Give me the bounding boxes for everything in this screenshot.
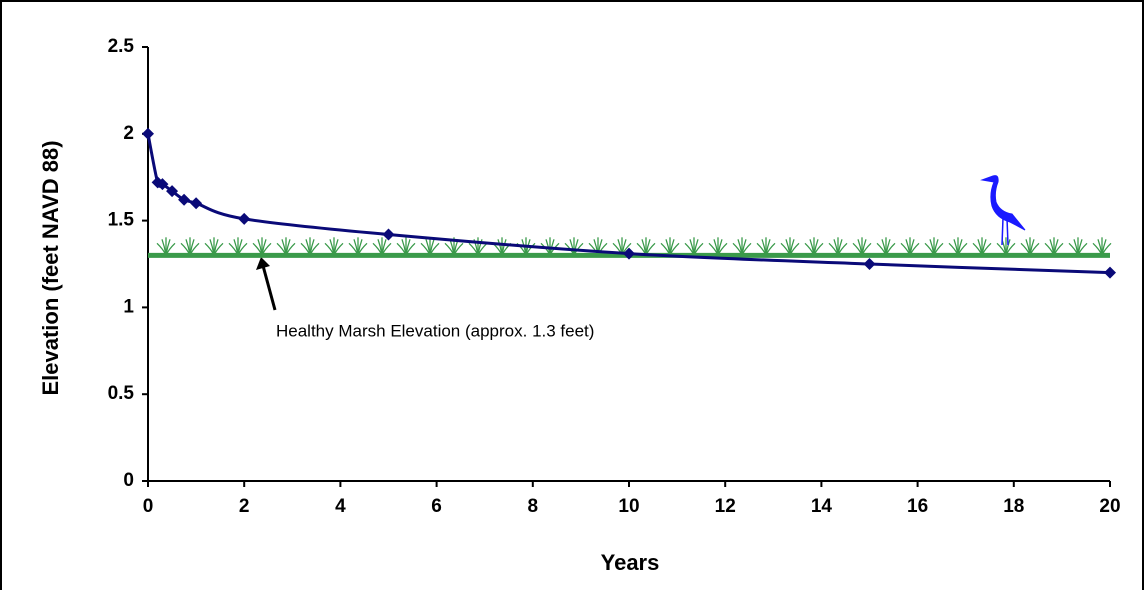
- data-point: [863, 258, 876, 270]
- y-tick-label: 1: [123, 296, 134, 317]
- y-tick-label: 2: [123, 123, 134, 144]
- y-axis-title: Elevation (feet NAVD 88): [38, 140, 63, 395]
- data-point: [238, 212, 251, 225]
- x-tick-label: 12: [715, 496, 736, 517]
- x-tick-label: 10: [618, 496, 639, 517]
- x-tick-label: 16: [907, 496, 928, 517]
- y-tick-label: 0: [123, 470, 134, 491]
- x-tick-label: 20: [1099, 496, 1120, 517]
- data-point: [156, 178, 169, 191]
- annotation: Healthy Marsh Elevation (approx. 1.3 fee…: [276, 321, 594, 340]
- x-tick-label: 18: [1003, 496, 1024, 517]
- data-point: [166, 185, 179, 198]
- data-point: [178, 193, 191, 206]
- data-point: [1104, 266, 1116, 279]
- x-tick-label: 0: [143, 496, 154, 517]
- x-tick-label: 4: [335, 496, 346, 517]
- data-point: [623, 247, 635, 260]
- x-axis-title: Years: [601, 550, 660, 575]
- y-tick-label: 2.5: [108, 36, 135, 57]
- x-tick-label: 6: [431, 496, 442, 517]
- x-tick-label: 2: [239, 496, 250, 517]
- x-tick-label: 14: [811, 496, 833, 517]
- arrow: [260, 261, 277, 311]
- data-point: [382, 228, 395, 241]
- data-point: [142, 127, 154, 140]
- arrow-head: [256, 257, 270, 270]
- y-tick-label: 1.5: [108, 210, 135, 231]
- x-tick-label: 8: [528, 496, 539, 517]
- y-tick-label: 0.5: [108, 383, 135, 404]
- data-point: [190, 197, 203, 210]
- heron: [980, 175, 1026, 246]
